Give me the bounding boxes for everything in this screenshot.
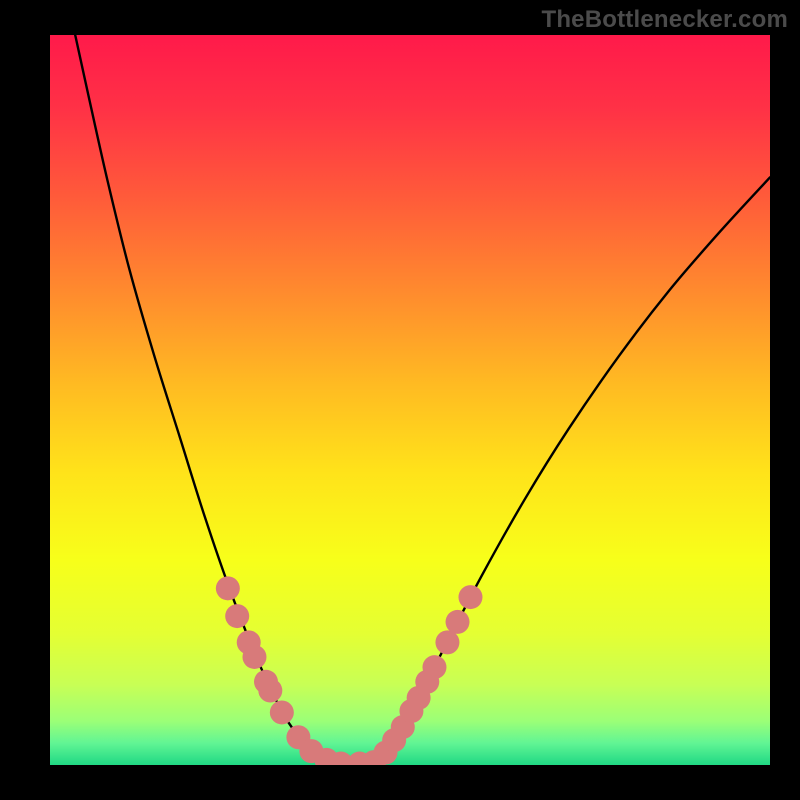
data-marker (435, 630, 459, 654)
data-marker (458, 585, 482, 609)
bottleneck-curve-svg (50, 35, 770, 765)
data-marker (258, 679, 282, 703)
data-marker (422, 655, 446, 679)
data-marker (270, 700, 294, 724)
data-marker (242, 645, 266, 669)
data-marker (225, 604, 249, 628)
markers-right-cluster (362, 585, 482, 765)
watermark-label: TheBottlenecker.com (541, 6, 788, 34)
chart-stage: TheBottlenecker.com (0, 0, 800, 800)
markers-left-cluster (216, 576, 372, 765)
plot-area (50, 35, 770, 765)
data-marker (216, 576, 240, 600)
bottleneck-curve (75, 35, 770, 765)
data-marker (446, 610, 470, 634)
